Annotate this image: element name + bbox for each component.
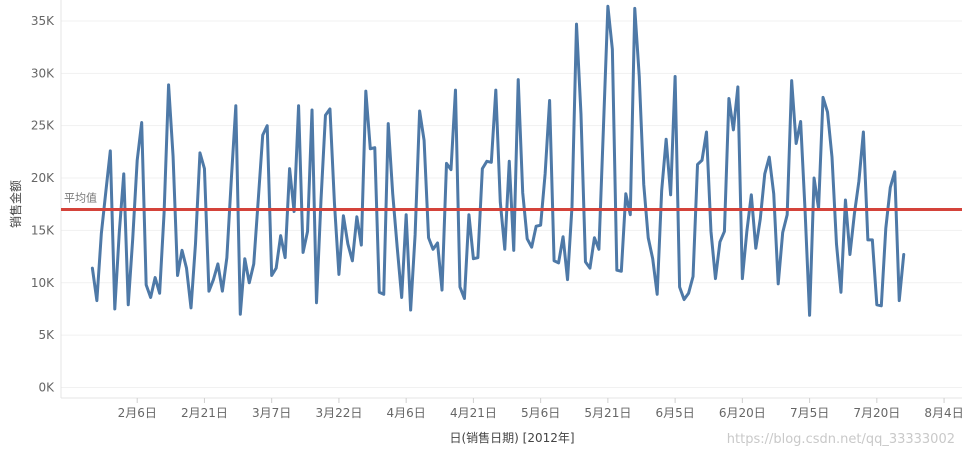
y-tick-label: 0K (38, 381, 55, 395)
x-tick-label: 5月21日 (584, 406, 631, 420)
series-layer (90, 4, 906, 317)
x-tick-label: 8月4日 (924, 406, 963, 420)
y-tick-label: 20K (31, 171, 55, 185)
sales-series-line (90, 4, 906, 317)
x-tick-label: 3月22日 (315, 406, 362, 420)
y-axis-ticks: 0K 5K 10K 15K 20K 25K 30K 35K (31, 14, 55, 395)
watermark: https://blog.csdn.net/qq_33333002 (727, 432, 955, 447)
y-tick-label: 10K (31, 276, 55, 290)
y-tick-label: 25K (31, 119, 55, 133)
x-tick-label: 4月6日 (387, 406, 426, 420)
y-tick-label: 15K (31, 223, 55, 237)
reference-line-group: 平均值 (61, 191, 962, 211)
y-tick-label: 5K (38, 328, 55, 342)
average-reference-label: 平均值 (64, 191, 97, 204)
x-tick-label: 5月6日 (521, 406, 560, 420)
x-axis-title: 日(销售日期) [2012年] (449, 430, 574, 445)
x-tick-label: 3月7日 (252, 406, 291, 420)
x-tick-label: 2月21日 (181, 406, 228, 420)
x-tick-label: 7月20日 (853, 406, 900, 420)
x-tick-label: 4月21日 (450, 406, 497, 420)
x-tick-label: 6月20日 (719, 406, 766, 420)
x-tick-label: 7月5日 (790, 406, 829, 420)
x-tick-label: 6月5日 (655, 406, 694, 420)
x-axis-ticks: 2月6日 2月21日 3月7日 3月22日 4月6日 4月21日 5月6日 5月21日 6月5日… (118, 398, 963, 420)
x-tick-label: 2月6日 (118, 406, 157, 420)
y-axis-title: 销售金额 (8, 180, 23, 228)
axes (60, 0, 962, 399)
y-tick-label: 30K (31, 66, 55, 80)
y-tick-label: 35K (31, 14, 55, 28)
